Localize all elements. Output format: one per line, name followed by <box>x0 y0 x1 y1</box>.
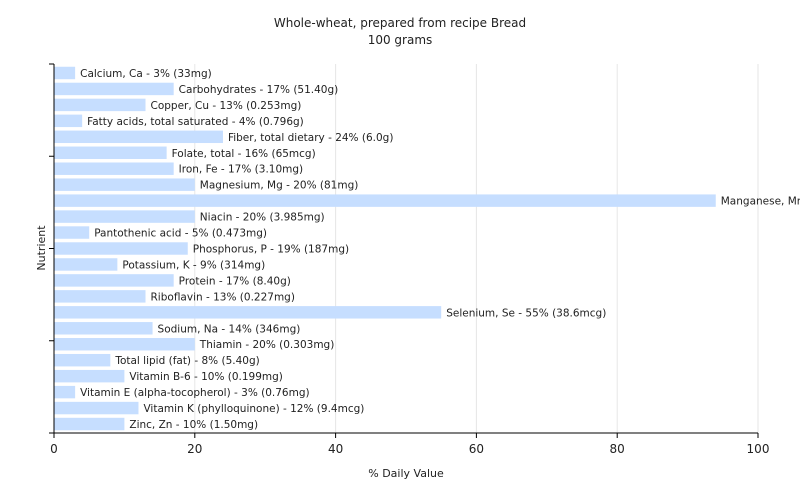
chart-subtitle: 100 grams <box>368 33 433 47</box>
bar <box>54 353 111 367</box>
bar-label: Sodium, Na - 14% (346mg) <box>158 323 301 335</box>
bar-label: Carbohydrates - 17% (51.40g) <box>179 84 339 96</box>
bar-label: Fatty acids, total saturated - 4% (0.796… <box>87 116 304 128</box>
bar <box>54 98 146 112</box>
bar-label: Phosphorus, P - 19% (187mg) <box>193 244 349 256</box>
gridlines <box>194 64 759 433</box>
bar-label: Niacin - 20% (3.985mg) <box>200 212 325 224</box>
bar <box>54 130 223 144</box>
bar <box>54 146 167 159</box>
chart-title: Whole-wheat, prepared from recipe Bread <box>274 16 526 30</box>
bar <box>54 338 195 351</box>
x-axis-ticks: 0 20 40 60 80 100 <box>50 433 769 456</box>
bar-label: Magnesium, Mg - 20% (81mg) <box>200 180 359 192</box>
bar <box>54 114 83 128</box>
x-tick-label: 40 <box>328 442 343 456</box>
bars <box>54 66 716 431</box>
bar-label: Manganese, Mn - 94% (1.881mg) <box>721 196 800 208</box>
bar-label: Vitamin E (alpha-tocopherol) - 3% (0.76m… <box>80 387 310 399</box>
bar-label: Copper, Cu - 13% (0.253mg) <box>151 100 302 112</box>
bar-label: Total lipid (fat) - 8% (5.40g) <box>114 355 259 367</box>
bar <box>54 401 139 415</box>
bar <box>54 226 90 239</box>
y-axis-title: Nutrient <box>35 225 48 271</box>
bar-label: Folate, total - 16% (65mcg) <box>172 148 316 160</box>
bar-label: Riboflavin - 13% (0.227mg) <box>151 291 295 303</box>
bar-label: Pantothenic acid - 5% (0.473mg) <box>94 228 267 240</box>
bar-label: Vitamin B-6 - 10% (0.199mg) <box>129 371 283 383</box>
bar <box>54 385 76 399</box>
bar-label: Thiamin - 20% (0.303mg) <box>199 339 335 351</box>
bar <box>54 66 76 80</box>
x-tick-label: 80 <box>610 442 625 456</box>
bar <box>54 194 716 207</box>
bar <box>54 258 118 271</box>
bar-label: Potassium, K - 9% (314mg) <box>122 259 265 271</box>
bar-label: Zinc, Zn - 10% (1.50mg) <box>129 419 258 431</box>
x-tick-label: 0 <box>50 442 58 456</box>
x-tick-label: 60 <box>469 442 484 456</box>
bar-label: Fiber, total dietary - 24% (6.0g) <box>228 132 393 144</box>
bar <box>54 82 174 96</box>
bar-label: Iron, Fe - 17% (3.10mg) <box>179 164 303 176</box>
bar <box>54 274 174 287</box>
bar-label: Selenium, Se - 55% (38.6mcg) <box>446 307 606 319</box>
bar <box>54 242 188 255</box>
x-tick-label: 100 <box>747 442 770 456</box>
x-tick-label: 20 <box>187 442 202 456</box>
bar-labels: Calcium, Ca - 3% (33mg) Carbohydrates - 1… <box>80 68 800 431</box>
bar <box>54 162 174 175</box>
bar <box>54 178 195 191</box>
bar-label: Calcium, Ca - 3% (33mg) <box>80 68 212 80</box>
bar <box>54 210 195 223</box>
x-axis-title: % Daily Value <box>368 467 444 480</box>
bar <box>54 369 125 383</box>
bar <box>54 322 153 335</box>
bar <box>54 290 146 303</box>
y-axis-ticks <box>49 63 54 434</box>
bar-label: Protein - 17% (8.40g) <box>179 275 291 287</box>
bar <box>54 306 442 319</box>
bar-label: Vitamin K (phylloquinone) - 12% (9.4mcg) <box>143 403 364 415</box>
bar <box>54 417 125 431</box>
